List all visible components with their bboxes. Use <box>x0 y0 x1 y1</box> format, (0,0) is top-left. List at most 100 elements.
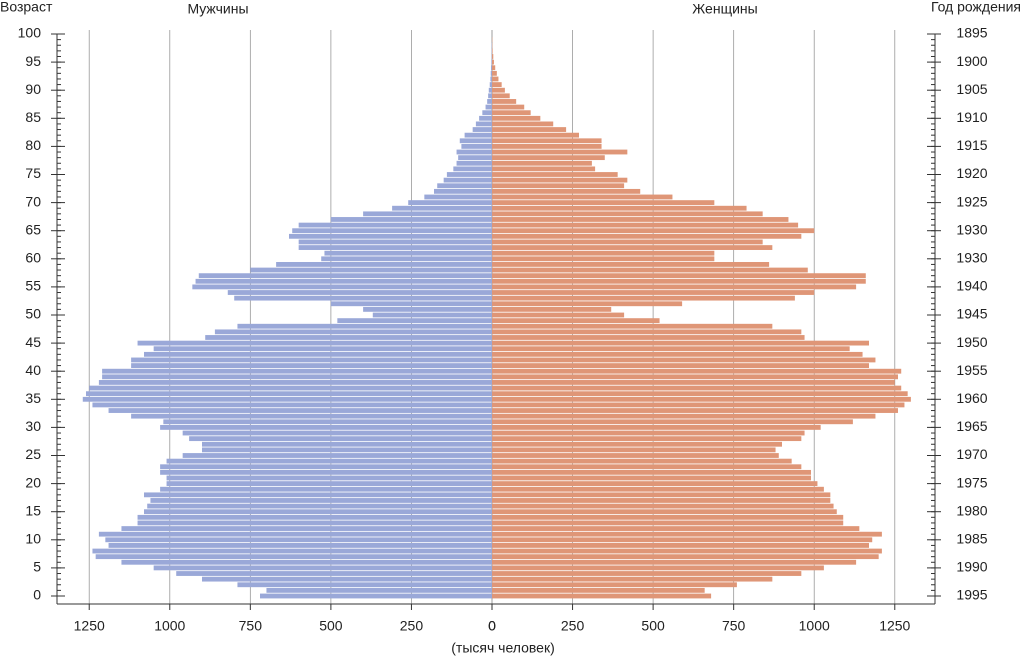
bar <box>202 576 492 582</box>
bar <box>492 160 592 166</box>
bar <box>492 301 683 307</box>
bar <box>492 250 715 256</box>
y2-tick-label: 1975 <box>956 474 987 490</box>
bar <box>492 374 898 380</box>
bar <box>492 267 808 273</box>
bar <box>121 559 492 565</box>
y2-tick-label: 1945 <box>956 306 987 322</box>
bar <box>492 593 712 599</box>
bar <box>492 531 882 537</box>
bar <box>237 582 492 588</box>
bar <box>166 475 493 481</box>
bar <box>82 396 493 402</box>
bar <box>95 554 493 560</box>
bar <box>492 82 502 87</box>
bar <box>250 267 492 273</box>
bar <box>443 177 492 183</box>
bar <box>330 217 492 222</box>
bar <box>144 351 492 357</box>
bar <box>492 200 715 206</box>
bar <box>492 205 747 211</box>
bar <box>492 127 567 132</box>
bar <box>492 239 763 245</box>
x-tick-label: 750 <box>722 618 746 634</box>
bar <box>182 453 492 458</box>
bar <box>492 391 908 397</box>
bar <box>492 475 811 481</box>
bar <box>160 486 492 492</box>
bar <box>492 211 763 217</box>
bar <box>98 380 492 385</box>
legend-left: Мужчины <box>187 1 248 17</box>
y-tick-label: 10 <box>25 531 41 547</box>
y-axis-title: Возраст <box>0 0 53 15</box>
bar <box>456 149 492 155</box>
bar <box>492 441 782 447</box>
y2-tick-label: 1895 <box>956 25 987 41</box>
bar <box>492 526 860 531</box>
bar <box>492 312 625 318</box>
bar <box>92 548 492 554</box>
bar <box>147 503 492 509</box>
bar <box>456 160 492 166</box>
y2-tick-label: 1910 <box>956 109 987 125</box>
bar <box>408 200 492 206</box>
y-tick-label: 25 <box>25 446 41 462</box>
bar <box>492 559 857 565</box>
bar <box>492 115 541 121</box>
y-tick-label: 65 <box>25 221 41 237</box>
bar <box>176 571 492 576</box>
bar <box>492 110 531 116</box>
bar <box>160 469 492 475</box>
y-tick-label: 60 <box>25 250 41 266</box>
bar <box>492 172 618 177</box>
bar <box>492 385 902 391</box>
bar <box>166 481 493 487</box>
bar <box>108 408 493 413</box>
y2-tick-label: 1905 <box>956 81 987 97</box>
bar <box>98 531 492 537</box>
bar <box>475 121 492 127</box>
bar <box>492 408 898 413</box>
bar <box>492 121 554 127</box>
bar <box>492 284 857 290</box>
bar <box>227 290 492 295</box>
y2-tick-label: 1900 <box>956 53 987 69</box>
bar <box>214 329 492 335</box>
bar <box>144 509 492 515</box>
bar <box>492 155 605 161</box>
bar <box>492 188 641 194</box>
bar <box>153 565 492 571</box>
y-tick-label: 100 <box>18 25 42 41</box>
bar <box>492 548 882 554</box>
y-tick-label: 90 <box>25 81 41 97</box>
bar <box>189 436 492 442</box>
bar <box>492 329 802 335</box>
bar <box>137 514 493 520</box>
bar <box>337 318 492 324</box>
x-tick-label: 1250 <box>74 618 105 634</box>
bar <box>237 323 492 329</box>
y2-tick-label: 1980 <box>956 502 987 518</box>
x-tick-label: 250 <box>400 618 424 634</box>
bar <box>492 256 715 262</box>
bar <box>492 430 805 436</box>
y-tick-label: 80 <box>25 137 41 153</box>
bar <box>492 576 773 582</box>
x-tick-label: 0 <box>488 618 496 634</box>
x-tick-label: 500 <box>641 618 665 634</box>
bar <box>492 582 737 588</box>
bar <box>160 464 492 470</box>
bar <box>492 93 510 99</box>
bar <box>144 492 492 498</box>
bar <box>492 278 866 284</box>
bar <box>491 65 492 71</box>
bar <box>492 554 879 560</box>
bar <box>437 183 492 189</box>
x-tick-label: 250 <box>561 618 585 634</box>
bar <box>490 70 492 76</box>
bar <box>492 503 834 509</box>
bar <box>492 149 628 155</box>
bar <box>492 306 612 312</box>
